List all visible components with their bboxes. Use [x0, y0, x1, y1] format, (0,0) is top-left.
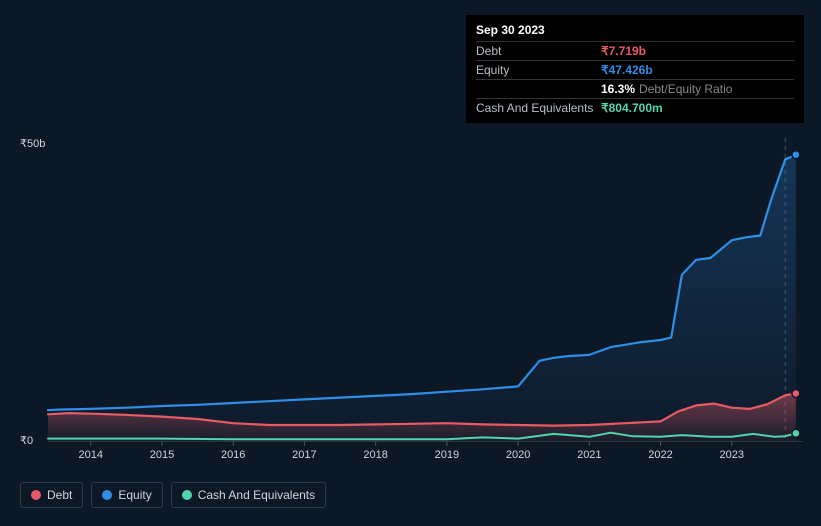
series-end-marker-debt	[792, 389, 800, 397]
y-axis-label: ₹50b	[20, 137, 45, 150]
tooltip-row-value: ₹7.719b	[601, 44, 646, 58]
tooltip-row: Debt₹7.719b	[476, 41, 794, 60]
x-axis-label: 2015	[150, 449, 174, 461]
tooltip-row-label: Cash And Equivalents	[476, 101, 601, 115]
legend-dot-icon	[102, 490, 112, 500]
tooltip-row: Cash And Equivalents₹804.700m	[476, 98, 794, 117]
tooltip-row-value: ₹804.700m	[601, 101, 663, 115]
tooltip-row: Equity₹47.426b	[476, 60, 794, 79]
series-fill-equity	[48, 155, 796, 441]
x-axis-label: 2016	[221, 449, 245, 461]
x-axis-label: 2021	[577, 449, 601, 461]
tooltip-row-suffix: Debt/Equity Ratio	[639, 82, 732, 96]
tooltip-row-value: ₹47.426b	[601, 63, 653, 77]
series-end-marker-equity	[792, 151, 800, 159]
legend-dot-icon	[31, 490, 41, 500]
legend-item-label: Equity	[118, 488, 151, 502]
legend-item-label: Cash And Equivalents	[198, 488, 315, 502]
x-axis-label: 2018	[363, 449, 387, 461]
x-axis-label: 2022	[648, 449, 672, 461]
x-axis-label: 2020	[506, 449, 530, 461]
legend-item-label: Debt	[47, 488, 72, 502]
x-axis-label: 2017	[292, 449, 316, 461]
tooltip-row: 16.3%Debt/Equity Ratio	[476, 79, 794, 98]
y-axis-label: ₹0	[20, 434, 33, 447]
series-end-marker-cash	[792, 429, 800, 437]
legend-item-equity[interactable]: Equity	[91, 482, 162, 508]
tooltip-rows: Debt₹7.719bEquity₹47.426b 16.3%Debt/Equi…	[476, 41, 794, 117]
tooltip-row-label	[476, 82, 601, 96]
legend-dot-icon	[182, 490, 192, 500]
tooltip-date: Sep 30 2023	[476, 21, 794, 41]
legend-item-debt[interactable]: Debt	[20, 482, 83, 508]
chart-tooltip: Sep 30 2023 Debt₹7.719bEquity₹47.426b 16…	[466, 15, 804, 123]
x-axis-label: 2019	[435, 449, 459, 461]
tooltip-row-label: Debt	[476, 44, 601, 58]
x-axis-label: 2023	[720, 449, 744, 461]
tooltip-row-label: Equity	[476, 63, 601, 77]
x-axis-label: 2014	[78, 449, 102, 461]
legend-item-cash[interactable]: Cash And Equivalents	[171, 482, 326, 508]
tooltip-row-value: 16.3%Debt/Equity Ratio	[601, 82, 732, 96]
chart-legend: Debt Equity Cash And Equivalents	[20, 482, 326, 508]
